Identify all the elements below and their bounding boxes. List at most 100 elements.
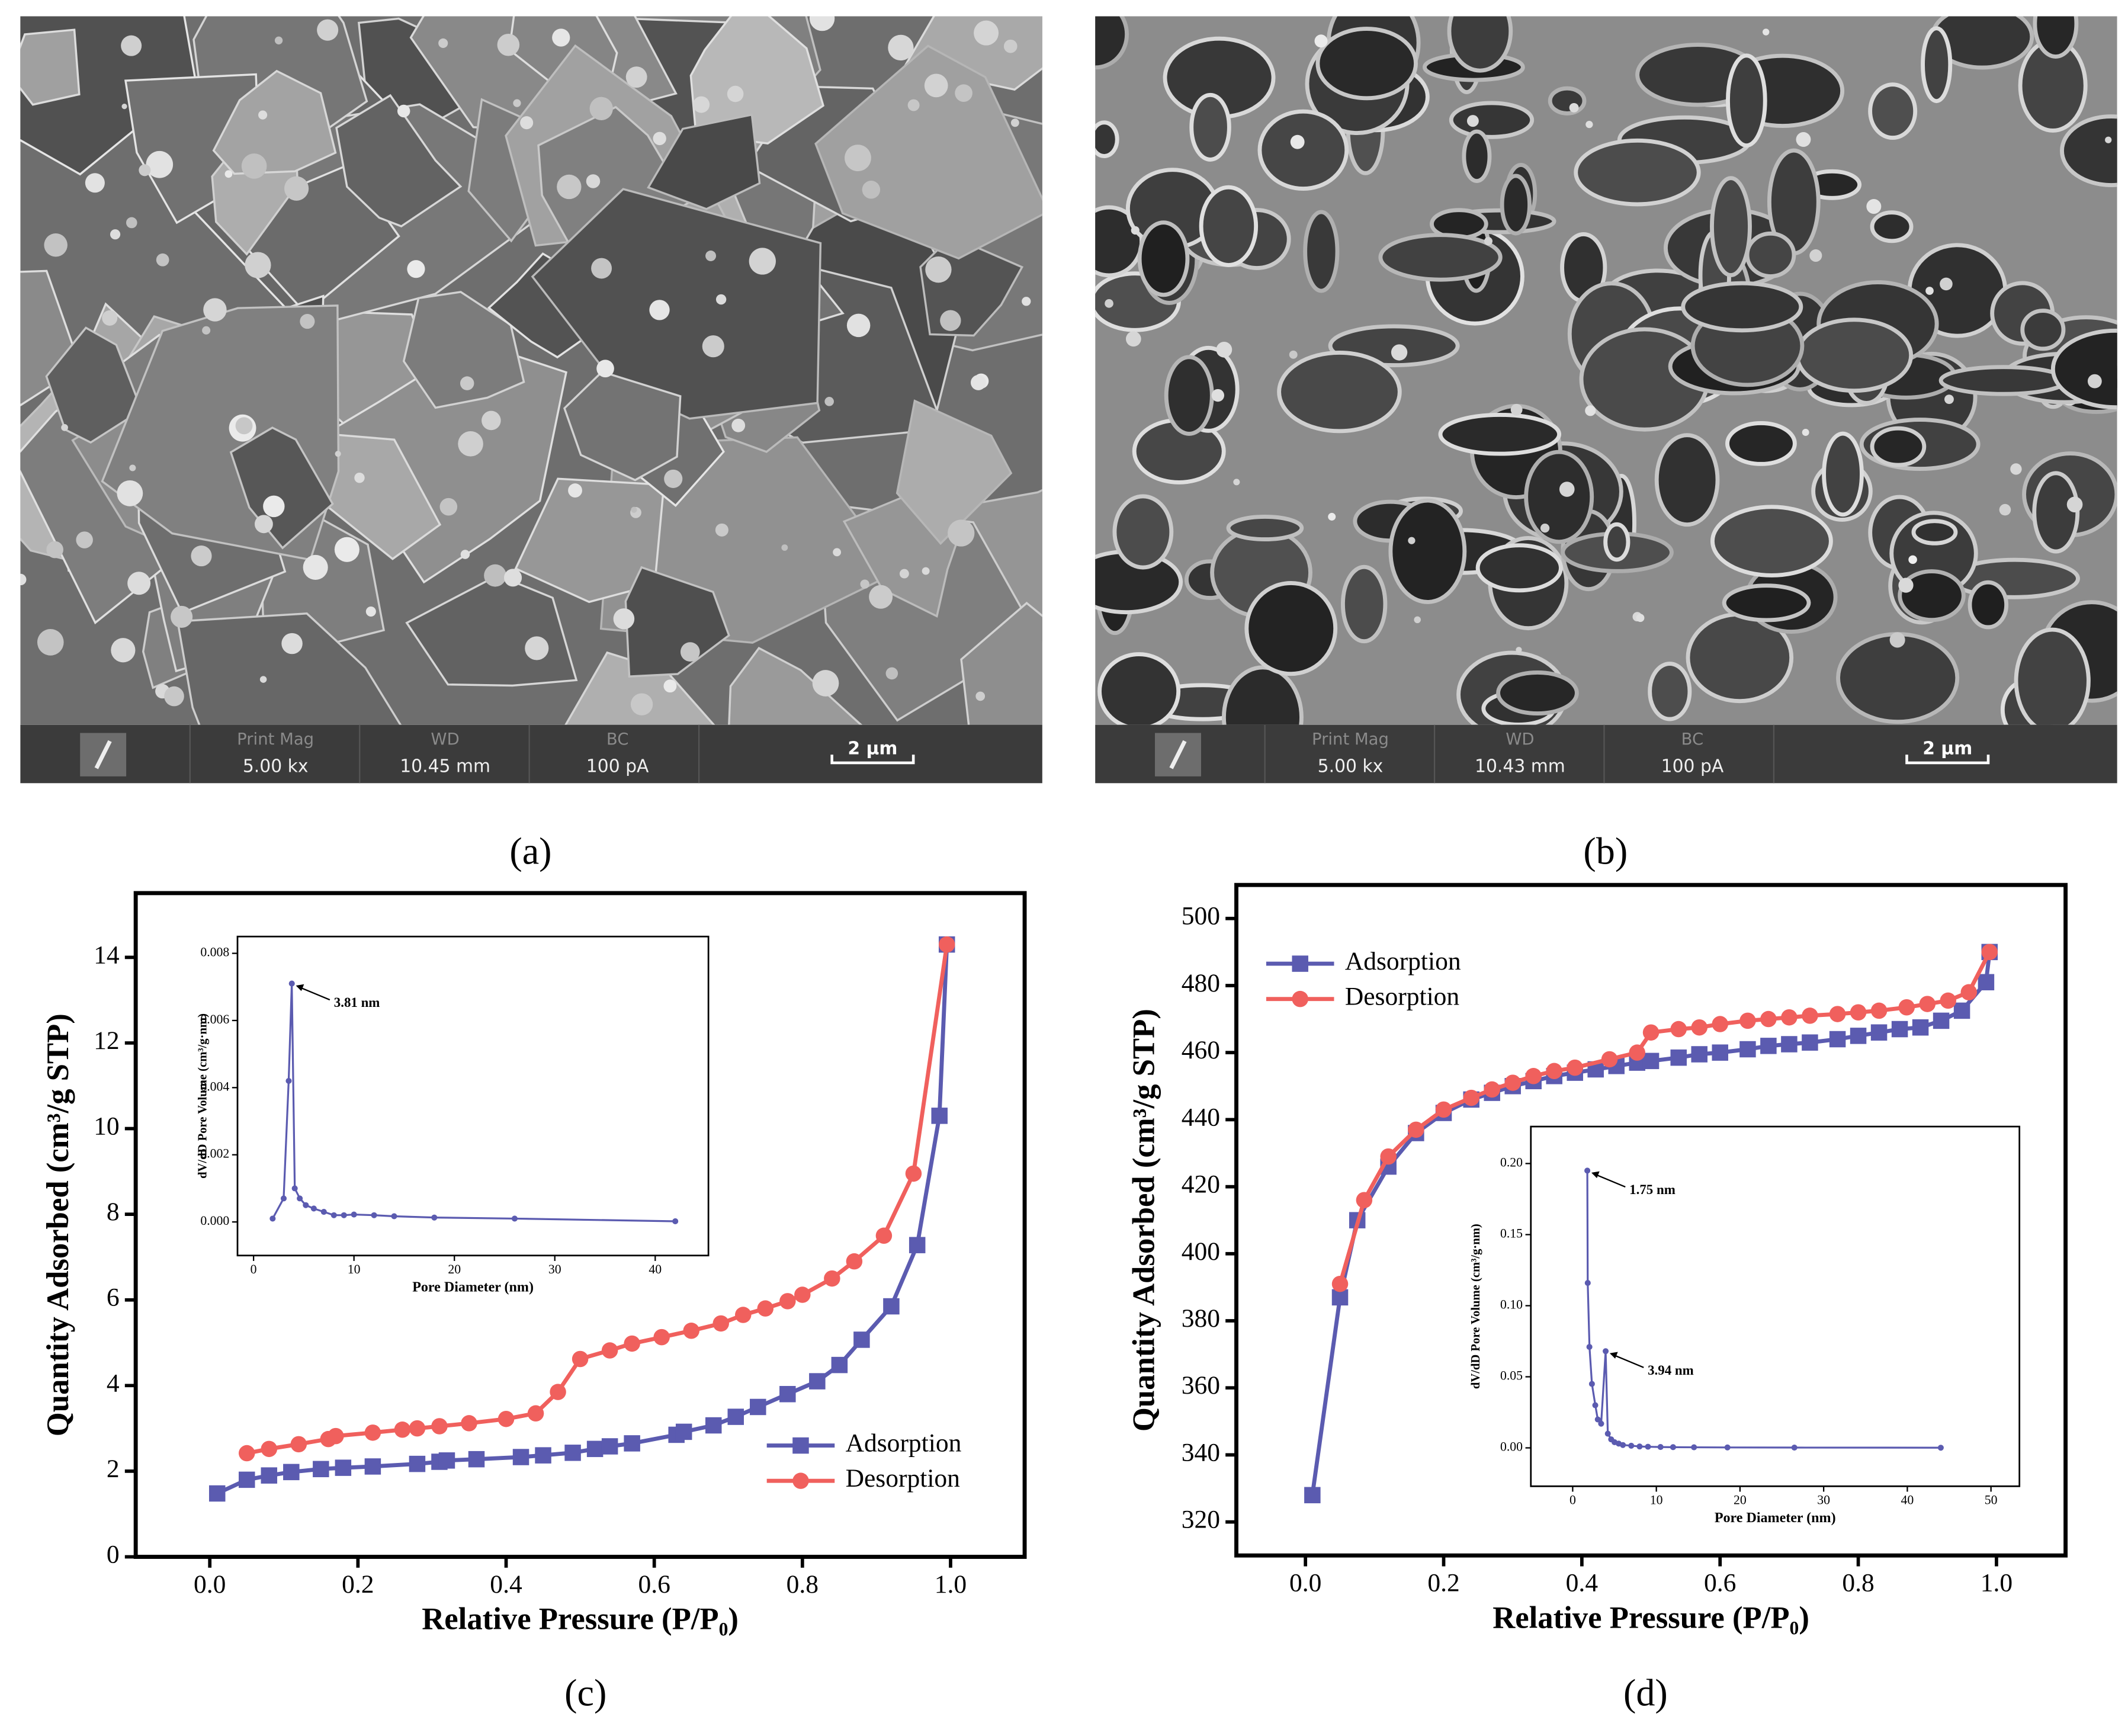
data-point <box>875 1227 893 1244</box>
data-point <box>1933 1012 1950 1029</box>
sem-pore <box>1745 231 1796 278</box>
sem-flake <box>20 28 81 106</box>
data-point <box>330 1212 337 1218</box>
data-point <box>1601 1051 1618 1068</box>
panel-label: (a) <box>509 830 551 872</box>
sem-highlight <box>1585 405 1596 416</box>
sem-particle <box>1003 39 1018 53</box>
data-point <box>468 1451 485 1468</box>
x-tick-label: 0 <box>1569 1493 1576 1507</box>
series-line <box>246 944 949 1456</box>
sem-particle <box>586 174 601 188</box>
sem-pore <box>1710 505 1833 577</box>
sem-particle <box>334 537 360 562</box>
sem-highlight <box>1908 555 1917 564</box>
y-tick-label: 0.05 <box>1500 1369 1523 1383</box>
axes-frame <box>1234 883 2068 1558</box>
sem-particle <box>497 33 520 56</box>
data-point <box>208 1485 226 1502</box>
y-tick-label: 12 <box>94 1026 120 1055</box>
inset-frame <box>1530 1125 2021 1487</box>
data-point <box>1603 1348 1609 1355</box>
sem-particle <box>860 579 869 589</box>
data-point <box>1657 1444 1664 1451</box>
data-point <box>824 1270 840 1287</box>
sem-particle <box>1010 118 1019 127</box>
sem-particle <box>127 572 151 595</box>
y-tick-label: 0.15 <box>1500 1226 1523 1240</box>
x-tick-label: 1.0 <box>935 1570 967 1599</box>
sem-highlight <box>1105 299 1113 308</box>
data-point <box>269 1215 276 1222</box>
data-point <box>750 1398 766 1416</box>
sem-particle <box>664 469 683 488</box>
data-point <box>757 1300 774 1317</box>
sem-particle <box>925 256 952 283</box>
data-point <box>1586 1344 1593 1350</box>
data-point <box>297 1195 303 1202</box>
sem-particle <box>245 252 271 278</box>
y-tick-label: 360 <box>1182 1371 1220 1400</box>
data-point <box>683 1323 699 1339</box>
sem-particle <box>146 150 174 178</box>
sem-highlight <box>1559 482 1575 497</box>
data-point <box>1791 1445 1798 1451</box>
sem-particle <box>110 229 121 240</box>
x-tick-label: 10 <box>1650 1493 1663 1507</box>
info-label: BC <box>606 730 629 749</box>
sem-highlight <box>1802 429 1809 436</box>
sem-pore <box>1449 101 1535 139</box>
sem-particle <box>126 217 137 229</box>
legend-marker <box>1292 955 1308 972</box>
data-point <box>1642 1052 1660 1070</box>
data-point <box>653 1329 670 1346</box>
sem-particle <box>235 417 253 435</box>
sem-flake <box>563 370 682 482</box>
data-point <box>1912 1019 1929 1036</box>
sem-pore <box>1795 317 1914 393</box>
panel-label: (b) <box>1583 830 1628 872</box>
sem-particle <box>139 164 151 177</box>
sem-pore <box>2014 627 2091 725</box>
sem-pore <box>1822 431 1864 517</box>
sem-particle <box>525 636 549 660</box>
x-tick-label: 40 <box>649 1262 662 1276</box>
sem-highlight <box>1809 249 1822 262</box>
sem-particle <box>833 548 842 557</box>
sem-particle <box>631 506 637 513</box>
scale-bar <box>830 755 915 765</box>
x-tick-label: 20 <box>1734 1493 1747 1507</box>
sem-particle <box>846 313 871 338</box>
sem-particle <box>589 97 613 121</box>
data-point <box>1629 1044 1645 1061</box>
sem-pore <box>1095 16 1129 70</box>
sem-pore <box>1257 109 1349 191</box>
data-point <box>391 1213 397 1220</box>
data-point <box>364 1458 381 1475</box>
data-point <box>1739 1012 1756 1029</box>
data-point <box>1594 1416 1601 1423</box>
info-value: 5.00 kx <box>1318 756 1384 776</box>
sem-flake <box>212 69 337 175</box>
sem-particle <box>1022 297 1031 306</box>
legend-marker <box>792 1437 809 1454</box>
sem-flake <box>814 44 1042 260</box>
sem-highlight <box>1925 287 1934 295</box>
annotation-arrowhead <box>1609 1352 1618 1359</box>
sem-particle <box>974 20 999 46</box>
sem-pore <box>2020 309 2066 351</box>
sem-pore <box>2050 328 2117 410</box>
info-bar <box>1095 724 2117 784</box>
sem-pore <box>1226 515 1304 542</box>
data-point <box>290 1436 307 1453</box>
sem-particle <box>263 495 285 518</box>
sem-particle <box>845 145 871 172</box>
data-point <box>779 1386 796 1403</box>
sem-particle <box>102 310 118 326</box>
data-point <box>1356 1192 1373 1208</box>
sem-pore <box>2060 114 2117 187</box>
sem-particle <box>202 326 211 335</box>
sem-highlight <box>2087 374 2102 389</box>
sem-highlight <box>1889 632 1905 648</box>
